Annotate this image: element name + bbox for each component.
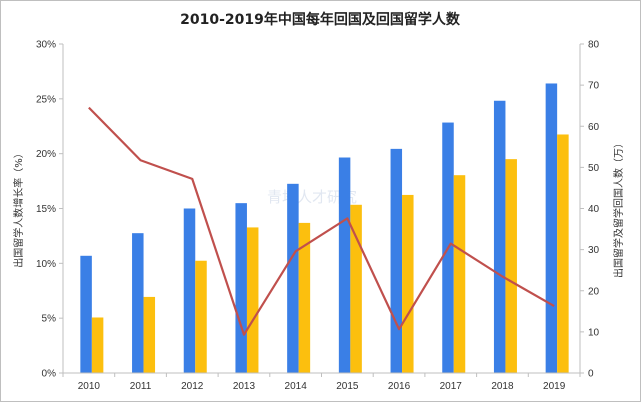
left-tick-label: 20% — [36, 149, 56, 160]
right-tick-label: 30 — [588, 245, 600, 256]
right-tick-label: 80 — [588, 40, 600, 51]
left-tick-label: 25% — [36, 94, 56, 105]
x-tick-label: 2011 — [130, 381, 152, 392]
line-series-1 — [88, 106, 555, 336]
right-tick-label: 70 — [588, 81, 600, 92]
bar-series-1 — [80, 255, 92, 373]
right-tick-label: 20 — [588, 286, 600, 297]
x-tick-label: 2015 — [336, 381, 359, 392]
left-tick-label: 30% — [36, 40, 56, 51]
x-tick-label: 2018 — [491, 381, 514, 392]
bar-series-2 — [350, 204, 362, 373]
bar-series-1 — [183, 208, 196, 373]
left-tick-label: 10% — [36, 259, 56, 270]
bar-series-2 — [195, 260, 207, 373]
bar-series-2 — [298, 222, 311, 373]
bar-series-1 — [545, 83, 558, 373]
bar-series-2 — [91, 317, 104, 373]
right-axis-title: 出国留学及留学回国人数（万） — [612, 138, 625, 278]
bars-group — [80, 83, 569, 373]
x-tick-label: 2019 — [543, 381, 566, 392]
right-tick-label: 0 — [588, 369, 594, 380]
x-tick-label: 2017 — [440, 381, 463, 392]
bar-series-2 — [505, 159, 517, 373]
left-tick-label: 0% — [42, 369, 57, 380]
x-tick-label: 2010 — [78, 381, 101, 392]
x-tick-label: 2014 — [285, 381, 308, 392]
bar-series-1 — [287, 183, 299, 373]
x-tick-label: 2016 — [388, 381, 411, 392]
bar-series-2 — [246, 227, 259, 373]
left-axis-title: 出国留学人数增长率（%） — [12, 148, 25, 268]
x-tick-label: 2012 — [181, 381, 204, 392]
left-tick-label: 5% — [42, 314, 57, 325]
bar-series-2 — [143, 296, 156, 373]
bar-series-1 — [338, 157, 351, 373]
bar-series-1 — [235, 203, 247, 373]
right-tick-label: 50 — [588, 163, 600, 174]
bar-series-2 — [557, 134, 569, 373]
right-tick-label: 60 — [588, 122, 600, 133]
right-tick-label: 10 — [588, 327, 600, 338]
line-group — [88, 106, 555, 336]
axes-group: 0% 5% 10% 15% 20% 25% 30% 0 10 20 30 40 50 60 70 80 2010… — [36, 40, 600, 393]
right-tick-label: 40 — [588, 204, 600, 215]
chart-title: 2010-2019年中国每年回国及回国留学人数 — [180, 11, 461, 28]
bar-series-1 — [390, 148, 403, 373]
bar-series-1 — [493, 100, 506, 373]
x-tick-label: 2013 — [233, 381, 256, 392]
bar-series-1 — [132, 233, 144, 373]
bar-series-2 — [402, 194, 414, 373]
left-tick-label: 15% — [36, 204, 56, 215]
bar-series-2 — [453, 175, 466, 373]
